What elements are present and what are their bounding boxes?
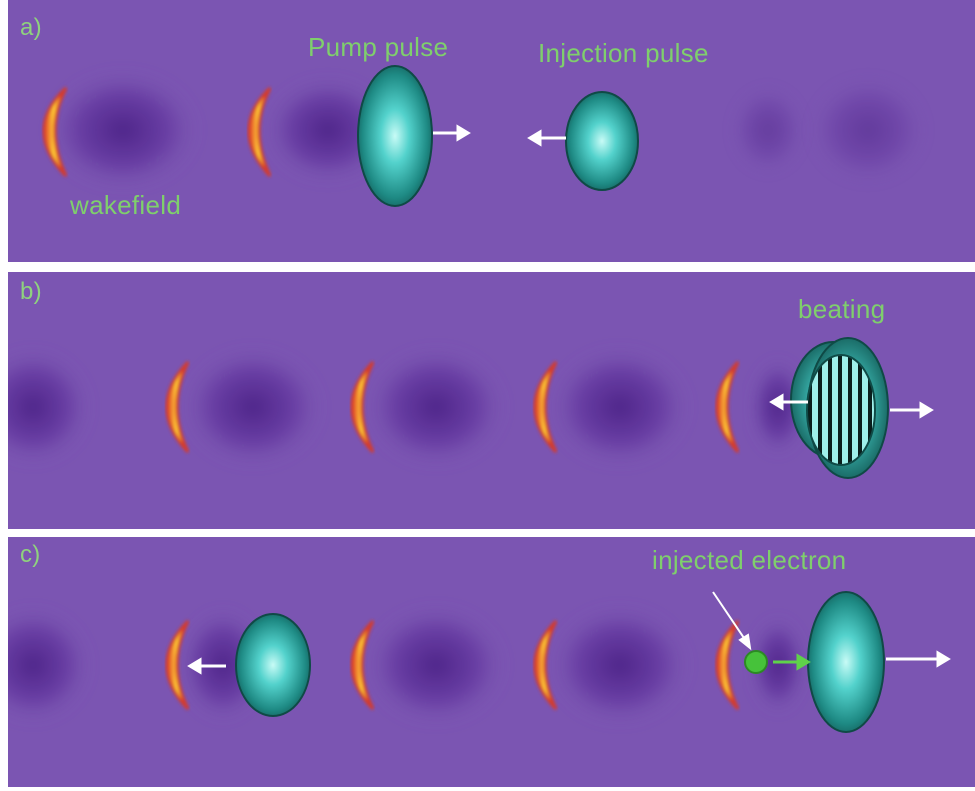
crescent-wake-front-icon [715,619,740,711]
panel-b: b) beating [8,272,975,529]
right-arrow-icon [890,401,934,419]
pump-pulse-label: Pump pulse [308,32,449,62]
wake-trough [45,68,201,192]
panel-a: a) Pump pulse Injection pulse wakefield [8,0,975,262]
wake-trough [748,615,808,715]
wake-trough [730,85,806,175]
crescent-wake-front-icon [350,360,375,454]
panel-letter: b) [20,278,42,305]
crescent-wake-front-icon [533,619,558,711]
left-arrow-icon [187,657,226,675]
wake-trough [548,345,692,469]
panel-c-drawing [8,591,951,733]
wakefield-label: wakefield [70,190,182,220]
wake-trough [364,603,508,727]
right-arrow-icon [886,650,951,668]
wake-trough [181,345,325,469]
pump-pulse-ellipse [357,65,433,207]
crescent-wake-front-icon [247,86,272,178]
green-electron-dot-icon [744,650,768,674]
beating-label: beating [798,294,886,324]
wake-trough [8,347,93,467]
panel-letter: a) [20,14,42,41]
injection-pulse-ellipse [235,613,311,717]
right-arrow-icon [433,124,471,142]
wake-trough [548,603,692,727]
crescent-wake-front-icon [165,360,190,454]
panel-a-drawing [42,65,928,207]
left-arrow-icon [769,393,808,411]
green-right-arrow-icon [773,653,811,671]
panel-letter: c) [20,541,41,568]
crescent-wake-front-icon [350,619,375,711]
crescent-wake-front-icon [42,86,68,178]
pump-pulse-ellipse [807,591,885,733]
pointer-arrow-icon [712,591,752,651]
striped-beating-region-icon [806,354,876,466]
injection-pulse-label: Injection pulse [538,38,709,68]
injected-electron-label: injected electron [652,545,847,575]
panel-b-drawing [8,337,934,479]
panel-c: c) injected electron [8,537,975,787]
wake-trough [808,75,928,185]
wake-trough [8,605,93,725]
injection-pulse-ellipse [565,91,639,191]
crescent-wake-front-icon [533,360,558,454]
crescent-wake-front-icon [165,619,190,711]
crescent-wake-front-icon [715,360,740,454]
wake-trough [364,345,508,469]
left-arrow-icon [527,129,566,147]
